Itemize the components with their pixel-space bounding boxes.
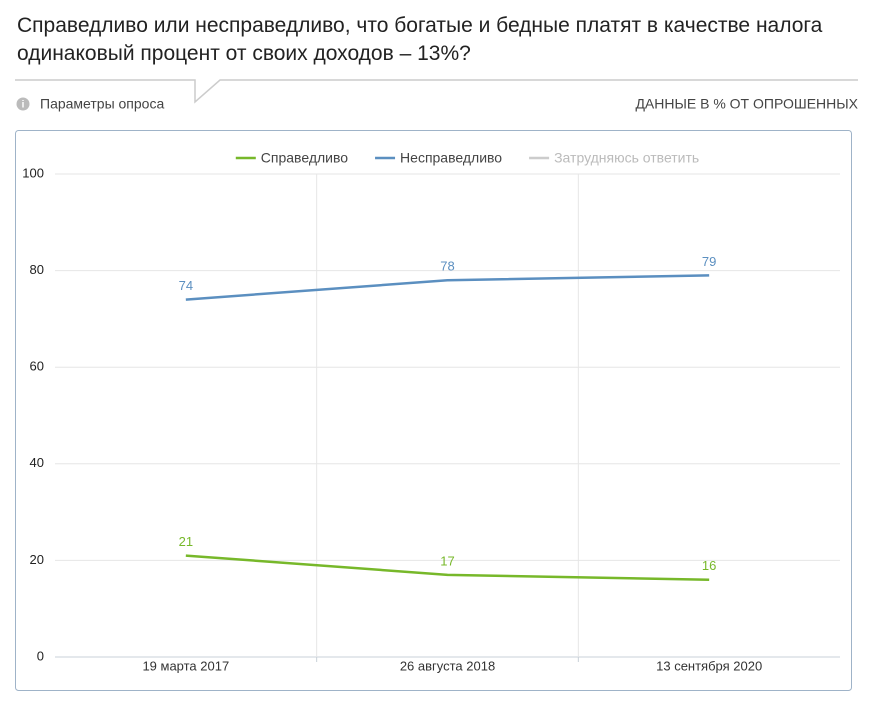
x-tick-label: 26 августа 2018 [400,658,495,673]
y-tick-label: 20 [30,552,44,567]
series-line [185,274,710,301]
legend-label[interactable]: Справедливо [261,150,348,166]
data-label: 79 [702,254,716,269]
series-line [185,554,710,581]
data-label: 78 [440,259,454,274]
data-label: 21 [179,534,193,549]
legend-label[interactable]: Затрудняюсь ответить [554,150,699,166]
units-note: ДАННЫЕ В % ОТ ОПРОШЕННЫХ [635,96,858,112]
y-tick-label: 60 [30,359,44,374]
data-label: 16 [702,558,716,573]
x-tick-label: 19 марта 2017 [142,658,229,673]
y-tick-label: 40 [30,455,44,470]
header-divider [15,79,858,104]
info-icon-glyph: i [22,100,25,111]
chart-title: Справедливо или несправедливо, что богат… [17,14,823,65]
y-tick-label: 80 [30,262,44,277]
chart-frame [15,130,852,691]
legend-label[interactable]: Несправедливо [400,150,502,166]
info-icon[interactable] [16,97,30,111]
data-label: 74 [179,278,193,293]
y-tick-label: 0 [37,648,44,663]
data-label: 17 [440,553,454,568]
x-tick-label: 13 сентября 2020 [656,658,762,673]
survey-params[interactable]: Параметры опроса [40,96,164,112]
y-tick-label: 100 [22,165,44,180]
